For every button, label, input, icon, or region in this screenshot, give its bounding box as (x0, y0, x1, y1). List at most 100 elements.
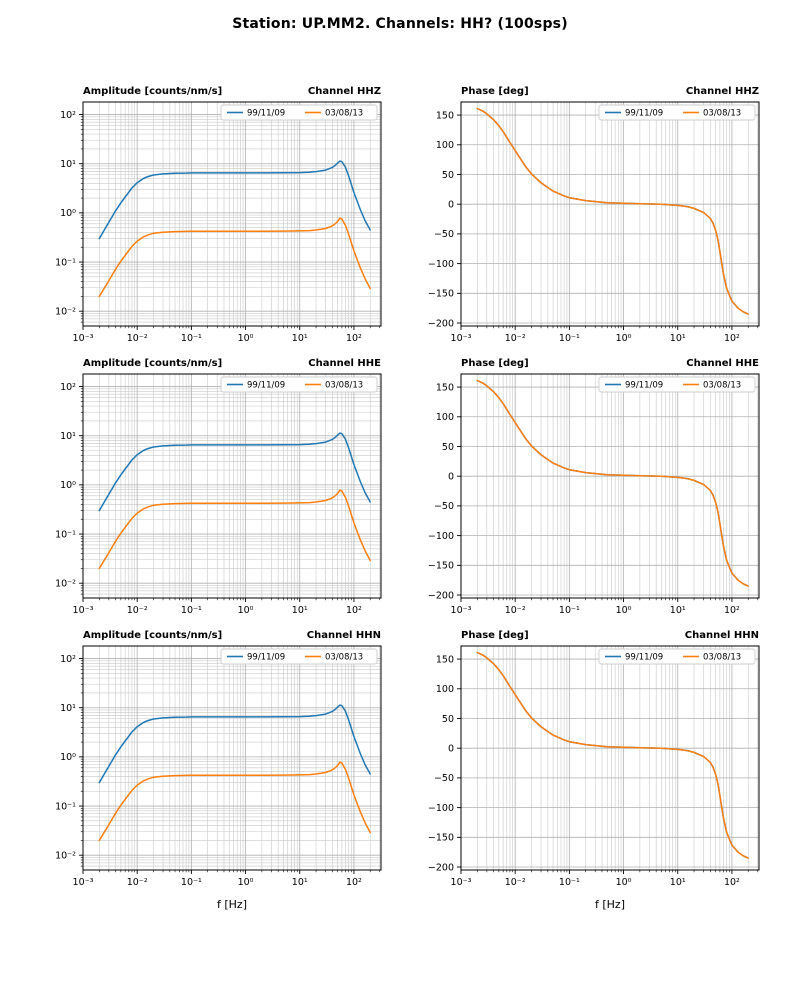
y-tick-label: −100 (428, 531, 454, 542)
axes-background (461, 374, 759, 598)
x-tick-label: 10² (346, 877, 362, 888)
legend-label-99-11-09: 99/11/09 (625, 109, 663, 119)
y-tick-label: 10⁻¹ (55, 257, 76, 268)
series-line-03-08-13 (476, 107, 749, 315)
axes-background (83, 102, 381, 326)
y-tick-label: −200 (428, 318, 454, 329)
x-tick-label: 10⁻¹ (559, 333, 580, 344)
x-tick-label: 10⁻³ (73, 877, 94, 888)
legend-label-03-08-13: 03/08/13 (703, 109, 741, 119)
axes-background (83, 374, 381, 598)
x-tick-label: 10¹ (670, 877, 686, 888)
x-tick-label: 10¹ (292, 605, 308, 616)
y-tick-label: 10⁰ (60, 208, 76, 219)
charts-grid: 10⁻³ 10⁻² 10⁻¹ 10⁰ 10¹ 10² 10⁻² 10⁻¹ 10⁰ 10¹ 10² Am… (0, 78, 800, 922)
x-tick-label: 10⁻¹ (181, 333, 202, 344)
subplot-cell-phase-channel-hhz: 10⁻³ 10⁻² 10⁻¹ 10⁰ 10¹ 10² −200 −150 −100 −50 0 50 1… (413, 78, 765, 350)
y-tick-label: 10⁻² (55, 851, 76, 862)
x-axis-label: f [Hz] (595, 898, 625, 911)
legend: 99/11/09 03/08/13 (598, 648, 756, 665)
legend-label-03-08-13: 03/08/13 (703, 381, 741, 391)
y-tick-label: −200 (428, 862, 454, 873)
axes-spines (460, 101, 760, 327)
y-tick-label: 50 (442, 170, 454, 181)
axes-background (461, 646, 759, 870)
subplot-phase-channel-hhn: 10⁻³ 10⁻² 10⁻¹ 10⁰ 10¹ 10² −200 −150 −100 −50 0 50 1… (428, 630, 760, 911)
legend-label-03-08-13: 03/08/13 (325, 381, 363, 391)
axes-title-right: Channel HHN (685, 630, 759, 641)
y-tick-label: 10⁻² (55, 307, 76, 318)
legend-label-99-11-09: 99/11/09 (247, 109, 285, 119)
x-tick-label: 10⁻² (505, 605, 526, 616)
x-axis-label: f [Hz] (217, 898, 247, 911)
x-tick-label: 10⁻¹ (559, 877, 580, 888)
y-tick-label: 10² (60, 382, 76, 393)
x-tick-label: 10² (346, 605, 362, 616)
y-tick-label: 10² (60, 654, 76, 665)
x-tick-label: 10¹ (292, 877, 308, 888)
legend-label-03-08-13: 03/08/13 (703, 653, 741, 663)
subplot-phase-channel-hhe: 10⁻³ 10⁻² 10⁻¹ 10⁰ 10¹ 10² −200 −150 −100 −50 0 50 1… (428, 358, 760, 616)
x-tick-label: 10⁻² (505, 333, 526, 344)
y-tick-label: 0 (448, 743, 454, 754)
axes-title-left: Phase [deg] (461, 630, 529, 641)
series-line-03-08-13 (98, 489, 371, 570)
y-tick-label: −200 (428, 590, 454, 601)
y-tick-label: 150 (436, 110, 454, 121)
y-tick-label: −150 (428, 561, 454, 572)
x-tick-label: 10⁻¹ (559, 605, 580, 616)
subplot-cell-phase-channel-hhe: 10⁻³ 10⁻² 10⁻¹ 10⁰ 10¹ 10² −200 −150 −100 −50 0 50 1… (413, 350, 765, 622)
x-tick-label: 10⁻¹ (181, 605, 202, 616)
legend-box (220, 648, 378, 665)
legend-box (598, 648, 756, 665)
x-tick-label: 10⁻³ (73, 333, 94, 344)
axes-spines (82, 373, 382, 599)
axes-title-left: Amplitude [counts/nm/s] (83, 86, 222, 97)
x-tick-label: 10⁻² (505, 877, 526, 888)
axes-title-left: Amplitude [counts/nm/s] (83, 630, 222, 641)
legend: 99/11/09 03/08/13 (220, 376, 378, 393)
y-tick-label: 100 (436, 412, 454, 423)
grid (457, 102, 759, 330)
y-tick-label: 10² (60, 110, 76, 121)
axes-title-right: Channel HHZ (686, 86, 759, 97)
axes-title-left: Amplitude [counts/nm/s] (83, 358, 222, 369)
x-tick-label: 10⁻¹ (181, 877, 202, 888)
subplot-cell-phase-channel-hhn: 10⁻³ 10⁻² 10⁻¹ 10⁰ 10¹ 10² −200 −150 −100 −50 0 50 1… (413, 622, 765, 922)
legend-box (220, 104, 378, 121)
x-tick-label: 10⁻³ (451, 605, 472, 616)
subplot-amplitude-channel-hhe: 10⁻³ 10⁻² 10⁻¹ 10⁰ 10¹ 10² 10⁻² 10⁻¹ 10⁰ 10¹ 10² Am… (55, 358, 382, 616)
x-tick-label: 10⁰ (616, 333, 632, 344)
legend-label-99-11-09: 99/11/09 (247, 653, 285, 663)
axes-spines (82, 645, 382, 871)
legend-box (598, 376, 756, 393)
grid (457, 646, 759, 874)
y-tick-label: 10¹ (60, 431, 76, 442)
legend: 99/11/09 03/08/13 (220, 104, 378, 121)
y-tick-label: 150 (436, 654, 454, 665)
x-tick-label: 10¹ (292, 333, 308, 344)
axes-title-right: Channel HHE (686, 358, 759, 369)
x-tick-label: 10⁻² (127, 605, 148, 616)
grid (79, 102, 381, 330)
axes-background (83, 646, 381, 870)
x-tick-label: 10¹ (670, 333, 686, 344)
legend-label-99-11-09: 99/11/09 (247, 381, 285, 391)
x-tick-label: 10² (724, 605, 740, 616)
x-tick-label: 10⁻³ (73, 605, 94, 616)
legend-label-03-08-13: 03/08/13 (325, 109, 363, 119)
legend: 99/11/09 03/08/13 (598, 376, 756, 393)
axes-background (461, 102, 759, 326)
subplot-cell-amplitude-channel-hhe: 10⁻³ 10⁻² 10⁻¹ 10⁰ 10¹ 10² 10⁻² 10⁻¹ 10⁰ 10¹ 10² Am… (35, 350, 387, 622)
series-line-03-08-13 (476, 651, 749, 859)
x-tick-label: 10² (724, 333, 740, 344)
y-tick-label: 10⁻¹ (55, 529, 76, 540)
y-tick-label: 10⁰ (60, 480, 76, 491)
legend: 99/11/09 03/08/13 (220, 648, 378, 665)
x-tick-label: 10⁻² (127, 333, 148, 344)
grid (79, 646, 381, 874)
grid (79, 374, 381, 602)
y-tick-label: −150 (428, 289, 454, 300)
y-tick-label: 10⁻¹ (55, 801, 76, 812)
y-tick-label: 10¹ (60, 703, 76, 714)
